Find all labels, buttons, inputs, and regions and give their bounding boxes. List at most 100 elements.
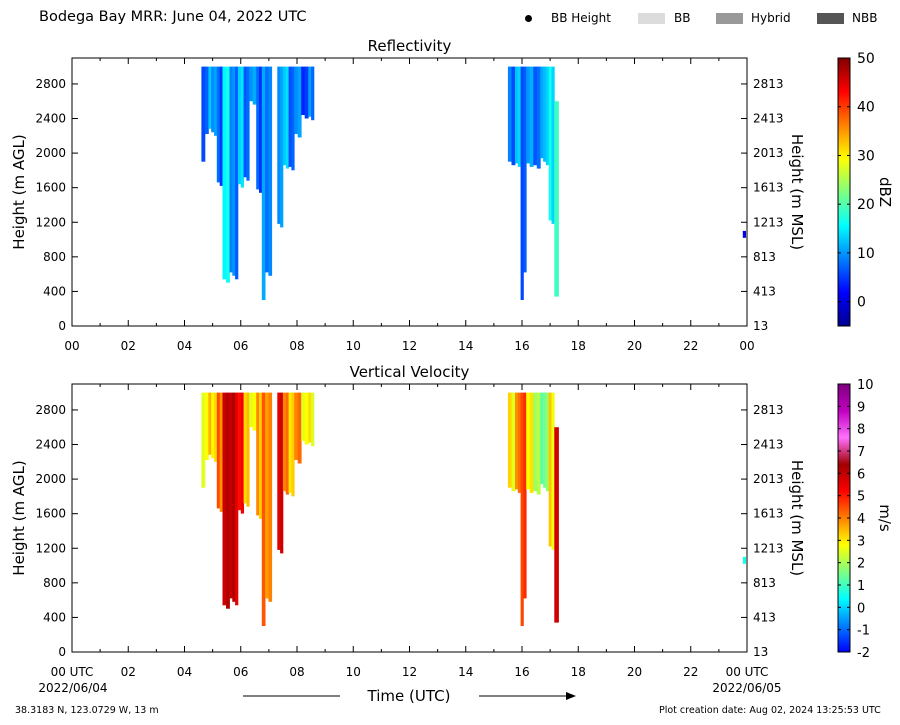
data-column-1-17 [515,392,519,490]
data-column-0-16 [507,66,512,162]
y2-tick-label-1-1: 413 [753,610,776,624]
data-column-0-9 [268,66,273,276]
data-column-1-4 [235,392,239,606]
x-tick-label-0-6: 12 [402,339,417,353]
data-column-1-1 [214,392,218,462]
data-column-0-10 [280,66,284,228]
x-tick-label-0-9: 18 [571,339,586,353]
colorbar-tick-label-1-11: 9 [857,400,865,415]
data-column-1-14 [301,392,306,441]
data-column-0-13 [297,66,302,138]
y2-tick-label-1-4: 1613 [753,507,784,521]
legend-nbb-swatch [817,13,844,24]
data-column-1-7 [249,392,254,428]
data-column-1-19 [526,392,531,490]
data-column-0-7 [249,66,254,102]
y-tick-label-0-3: 1200 [35,215,66,229]
data-column-1-7 [252,392,257,431]
data-column-0-19 [529,66,534,167]
x-tick-label-1-4: 08 [289,665,304,679]
data-column-0-5 [240,66,244,188]
legend-bb-height-label: BB Height [551,11,611,25]
colorbar-tick-label-1-0: -2 [857,646,870,661]
data-column-0-6 [246,66,250,181]
y-tick-label-0-4: 1600 [35,181,66,195]
data-column-0-21 [545,66,550,166]
data-column-1-15 [308,392,312,443]
data-column-1-8 [256,392,260,516]
y-tick-label-1-4: 1600 [35,507,66,521]
y-tick-label-0-5: 2000 [35,146,66,160]
time-axis-label: Time (UTC) [367,687,451,705]
data-column-0-21 [540,66,544,159]
y2-tick-label-0-6: 2413 [753,112,784,126]
data-column-1-18 [523,392,527,599]
y2-tick-label-0-2: 813 [753,250,776,264]
data-column-1-8 [259,392,263,519]
data-column-0-14 [304,66,309,119]
data-column-1-10 [277,392,281,550]
colorbar-tick-label-1-1: -1 [857,624,870,639]
data-column-0-16 [511,66,516,166]
data-column-1-1 [211,392,215,459]
data-column-1-16 [511,392,516,492]
colorbar-tick-label-1-6: 4 [857,512,865,527]
end-date-label: 2022/06/05 [712,681,781,695]
data-column-1-20 [533,392,538,492]
y-tick-label-0-1: 400 [43,284,66,298]
legend-hybrid-label: Hybrid [751,11,791,25]
y2-tick-label-0-3: 1213 [753,215,784,229]
data-column-0-14 [301,66,306,115]
start-date-label: 2022/06/04 [38,681,107,695]
data-column-1-22 [548,392,552,547]
x-tick-label-1-0: 00 UTC [51,665,94,679]
x-tick-label-1-5: 10 [346,665,361,679]
y-axis-label-1: Height (m AGL) [10,460,28,575]
x-tick-label-1-1: 02 [121,665,136,679]
data-column-1-11 [282,392,287,492]
data-column-0-2 [219,66,223,186]
data-column-0-0 [201,66,206,162]
y-tick-label-1-6: 2400 [35,438,66,452]
x-tick-label-1-3: 06 [233,665,248,679]
data-column-1-22 [551,392,555,550]
data-column-1-0 [204,392,209,460]
legend-bb-label: BB [674,11,691,25]
x-tick-label-1-9: 18 [571,665,586,679]
data-column-0-21 [543,66,547,162]
colorbar-tick-label-0-3: 30 [857,148,875,164]
data-column-0-20 [533,66,538,166]
x-tick-label-1-11: 22 [683,665,698,679]
y2-tick-label-0-4: 1613 [753,181,784,195]
location-footer: 38.3183 N, 123.0729 W, 13 m [15,705,159,716]
y2-tick-label-0-7: 2813 [753,77,784,91]
data-column-1-9 [261,392,266,626]
y-tick-label-1-7: 2800 [35,403,66,417]
creation-date-footer: Plot creation date: Aug 02, 2024 13:25:5… [659,705,881,716]
data-column-1-9 [265,392,269,599]
x-tick-label-0-12: 00 [739,339,754,353]
colorbar-tick-label-1-12: 10 [857,378,874,393]
data-column-0-22 [548,66,552,221]
data-column-1-21 [545,392,550,492]
data-column-1-4 [232,392,236,602]
data-column-0-19 [526,66,531,164]
y-tick-label-0-0: 0 [58,319,66,333]
colorbar-label-1: m/s [876,504,894,532]
x-tick-label-0-11: 22 [683,339,698,353]
panel-title-1: Vertical Velocity [350,363,470,381]
x-tick-label-1-12: 00 UTC [726,665,769,679]
y2-tick-label-1-0: 13 [753,645,768,659]
data-column-1-6 [246,392,250,507]
x-tick-label-0-5: 10 [346,339,361,353]
plot-frame-0 [71,57,748,327]
data-column-0-15 [308,66,312,117]
x-tick-label-1-8: 16 [514,665,529,679]
data-column-1-3 [226,392,230,609]
y2-tick-label-0-1: 413 [753,284,776,298]
data-column-0-8 [259,66,263,193]
data-column-1-19 [529,392,534,493]
data-column-0-2 [216,66,220,183]
colorbar-tick-label-0-0: 0 [857,295,866,311]
data-column-0-11 [285,66,289,169]
